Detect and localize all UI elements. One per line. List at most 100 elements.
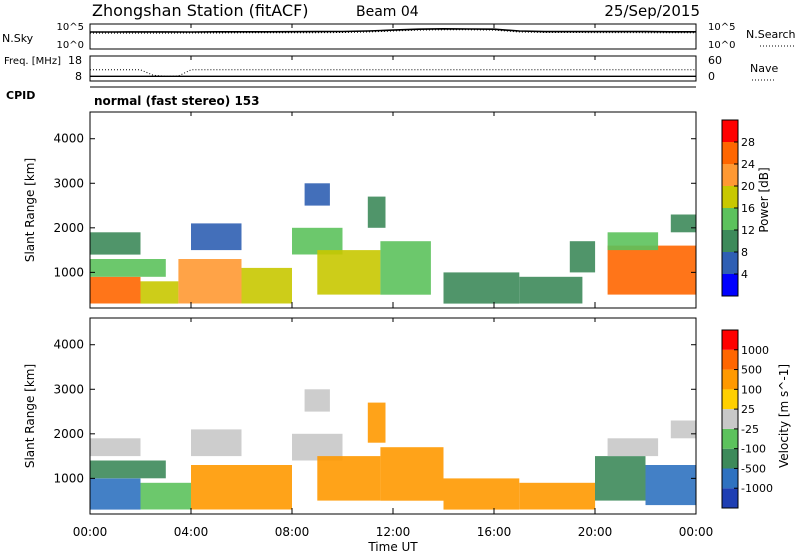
data-cell-12	[519, 482, 596, 510]
data-cell-15	[607, 245, 696, 295]
xtick-label-1: 04:00	[174, 525, 209, 539]
colorbar-tick-label-4: -25	[741, 423, 759, 436]
data-cell-8	[317, 456, 381, 501]
colorbar-swatch-6	[722, 142, 738, 164]
ytick-label-2000: 2000	[53, 221, 84, 235]
data-cell-2	[90, 438, 141, 457]
power-colorbar: 4 8 12 16 20 24 28	[721, 119, 755, 297]
cpid-value: normal (fast stereo) 153	[94, 94, 260, 108]
data-cell-16	[607, 232, 659, 251]
xtick-label-2: 08:00	[275, 525, 310, 539]
colorbar-swatch-7	[722, 120, 738, 142]
noise-right-tick-bottom: 10^0	[708, 40, 735, 51]
data-cell-4	[191, 465, 292, 510]
colorbar-tick-label-6: -500	[741, 462, 766, 475]
ytick-label-3000: 3000	[53, 176, 84, 190]
data-cell-1	[90, 259, 166, 277]
nave-series	[90, 69, 696, 77]
colorbar-swatch-5	[722, 164, 738, 186]
data-cell-8	[292, 227, 343, 255]
data-cell-5	[191, 429, 242, 457]
freq-label: Freq. [MHz]	[4, 56, 61, 67]
xtick-label-4: 16:00	[477, 525, 512, 539]
ytick-label-1000: 1000	[53, 265, 84, 279]
data-cell-14	[569, 241, 596, 273]
nave-tick-top: 60	[708, 54, 722, 67]
noise-series-sky	[90, 27, 696, 33]
colorbar-swatch-4	[722, 409, 738, 429]
data-cell-6	[191, 223, 242, 251]
colorbar-swatch-0	[722, 274, 738, 296]
ytick-label-4000: 4000	[53, 132, 84, 146]
data-cell-0	[90, 276, 141, 304]
freq-tick-bottom: 8	[75, 70, 82, 83]
data-cell-2	[90, 232, 141, 255]
colorbar-swatch-1	[722, 252, 738, 274]
noise-left-tick-bottom: 10^0	[57, 40, 84, 51]
data-cell-10	[380, 447, 444, 501]
xtick-label-5: 20:00	[578, 525, 613, 539]
data-cell-5	[241, 267, 292, 304]
noise-left-tick-top: 10^5	[57, 22, 84, 33]
beam-label: Beam 04	[356, 4, 419, 20]
velocity-colorbar-label: Velocity [m s^-1]	[777, 364, 791, 468]
colorbar-tick-label-0: 1000	[741, 344, 769, 357]
xtick-label-0: 00:00	[73, 525, 108, 539]
data-cell-9	[367, 402, 386, 443]
power-heatmap	[90, 183, 697, 304]
colorbar-tick-label-4: 20	[741, 180, 755, 193]
colorbar-tick-label-3: 16	[741, 202, 755, 215]
colorbar-swatch-6	[722, 369, 738, 390]
colorbar-frame	[721, 329, 739, 509]
colorbar-swatch-3	[722, 208, 738, 230]
colorbar-tick-label-1: 500	[741, 364, 762, 377]
noise-series-search	[90, 29, 696, 34]
station-title: Zhongshan Station (fitACF)	[92, 1, 309, 20]
data-cell-3	[140, 281, 179, 304]
velocity-heatmap	[90, 389, 697, 510]
ytick-label-4000: 4000	[53, 338, 84, 352]
colorbar-tick-label-2: 100	[741, 383, 762, 396]
data-cell-12	[443, 272, 520, 304]
noise-left-label: N.Sky	[2, 32, 34, 45]
data-cell-10	[367, 196, 386, 228]
colorbar-swatch-1	[722, 468, 738, 489]
noise-right-tick-top: 10^5	[708, 22, 735, 33]
data-cell-17	[670, 214, 697, 233]
colorbar-tick-label-6: 28	[741, 136, 755, 149]
power-colorbar-label: Power [dB]	[757, 167, 771, 232]
data-cell-11	[380, 241, 431, 295]
noise-right-label: N.Search	[746, 28, 796, 41]
data-cell-3	[140, 482, 191, 510]
data-cell-15	[607, 438, 659, 457]
colorbar-tick-label-7: -1000	[741, 482, 773, 495]
nave-label: Nave	[750, 62, 778, 75]
data-cell-7	[304, 183, 330, 206]
data-cell-6	[304, 389, 330, 412]
ytick-label-3000: 3000	[53, 382, 84, 396]
colorbar-tick-label-1: 8	[741, 246, 748, 259]
data-cell-9	[317, 250, 381, 295]
colorbar-tick-label-0: 4	[741, 268, 748, 281]
colorbar-tick-label-2: 12	[741, 224, 755, 237]
colorbar-swatch-2	[722, 448, 738, 469]
data-cell-1	[90, 460, 166, 479]
cpid-label: CPID	[6, 89, 35, 102]
power-ylabel: Slant Range [km]	[23, 158, 37, 262]
xtick-label-3: 12:00	[376, 525, 411, 539]
data-cell-13	[519, 276, 583, 304]
data-cell-4	[178, 259, 242, 304]
colorbar-swatch-4	[722, 186, 738, 208]
date-label: 25/Sep/2015	[604, 2, 700, 20]
data-cell-7	[292, 433, 343, 461]
ytick-label-2000: 2000	[53, 427, 84, 441]
data-cell-11	[443, 478, 520, 510]
data-cell-13	[595, 456, 646, 501]
data-cell-14	[645, 465, 696, 506]
data-cell-0	[90, 478, 141, 510]
colorbar-swatch-2	[722, 230, 738, 252]
colorbar-swatch-7	[722, 349, 738, 370]
colorbar-tick-label-5: 24	[741, 158, 755, 171]
data-cell-16	[670, 420, 697, 439]
